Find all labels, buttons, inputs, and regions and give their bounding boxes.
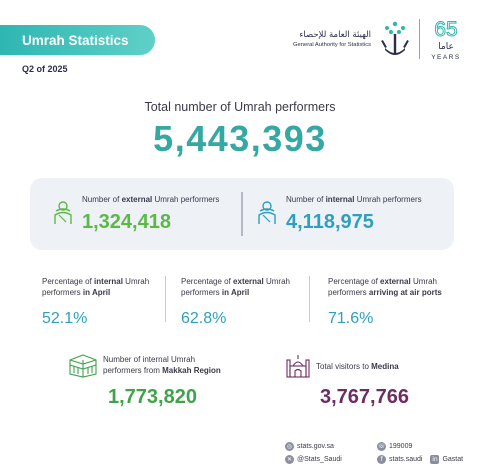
footer-twitter[interactable]: ✕ @Stats_Saudi (285, 455, 342, 464)
x-twitter-icon: ✕ (285, 455, 294, 464)
internal-performers-label: Number of internal Umrah performers (286, 195, 422, 204)
phone-icon: ☏ (377, 442, 386, 451)
internal-pilgrim-icon (258, 201, 276, 224)
makkah-performers-label: Number of internal Umrah performers from … (103, 355, 221, 375)
pct-separator (309, 276, 310, 322)
kaaba-icon (69, 354, 97, 378)
external-internal-card: Number of external Umrah performers 1,32… (30, 178, 454, 250)
gastat-logo-icon (381, 21, 409, 55)
org-name-english: General Authority for Statistics (293, 42, 371, 48)
external-pilgrim-icon (54, 201, 72, 224)
anniversary-number: 65 (434, 18, 457, 41)
footer-contacts: ◎ stats.gov.sa ☏ 199009 ✕ @Stats_Saudi f… (285, 440, 475, 466)
total-performers-value: 5,443,393 (153, 118, 327, 159)
pct-external-airports: Percentage of external Umrah performers a… (328, 276, 468, 328)
external-performers-value: 1,324,418 (82, 211, 171, 233)
pct-external-airports-label: Percentage of external Umrah performers a… (328, 277, 442, 297)
pct-external-april-value: 62.8% (181, 310, 227, 327)
pct-internal-april-label: Percentage of internal Umrah performers i… (42, 277, 150, 297)
org-name: الهيئة العامة للإحصاء General Authority … (293, 30, 371, 48)
footer-facebook[interactable]: f stats.saudi (377, 455, 422, 464)
pct-external-april: Percentage of external Umrah performers i… (181, 276, 309, 328)
pct-separator (165, 276, 166, 322)
facebook-icon: f (377, 455, 386, 464)
page-title: Umrah Statistics (22, 32, 129, 48)
globe-icon: ◎ (285, 442, 294, 451)
prophets-mosque-icon (286, 355, 310, 378)
org-name-arabic: الهيئة العامة للإحصاء (299, 30, 371, 40)
external-performers-label: Number of external Umrah performers (82, 195, 220, 204)
medina-visitors-label: Total visitors to Medina (316, 362, 399, 371)
logo-area: الهيئة العامة للإحصاء General Authority … (293, 16, 466, 62)
anniversary-arabic: عاما (438, 42, 454, 52)
linkedin-icon: in (430, 455, 440, 464)
internal-performers-value: 4,118,975 (286, 211, 374, 233)
card-divider (241, 192, 243, 236)
medina-visitors-value: 3,767,766 (320, 386, 409, 408)
pct-internal-april-value: 52.1% (42, 310, 88, 327)
total-performers-label: Total number of Umrah performers (144, 100, 336, 114)
footer-website[interactable]: ◎ stats.gov.sa (285, 442, 334, 451)
page-title-banner: Umrah Statistics (0, 25, 155, 55)
anniversary-years-label: YEARS (431, 54, 461, 61)
pct-external-airports-value: 71.6% (328, 310, 374, 327)
quarter-label: Q2 of 2025 (22, 64, 68, 74)
anniversary-65-years-logo: 65 عاما YEARS (431, 18, 461, 62)
logo-divider (419, 19, 420, 59)
footer-phone[interactable]: ☏ 199009 (377, 442, 413, 451)
pct-internal-april: Percentage of internal Umrah performers i… (42, 276, 170, 328)
makkah-performers-value: 1,773,820 (108, 386, 197, 408)
pct-external-april-label: Percentage of external Umrah performers i… (181, 277, 290, 297)
footer-linkedin[interactable]: in Gastat (430, 455, 464, 464)
